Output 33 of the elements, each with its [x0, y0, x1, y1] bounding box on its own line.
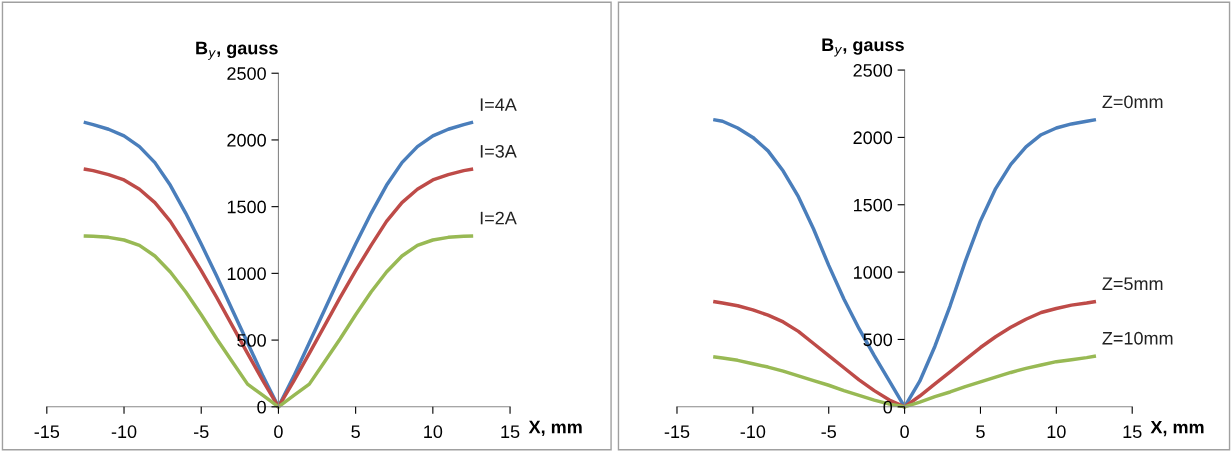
series-label: Z=5mm	[1102, 277, 1163, 291]
y-axis-title: B$_{y}$, gauss	[822, 38, 904, 57]
x-tick-label: -5	[821, 425, 836, 439]
y-tick-label: 2000	[853, 131, 893, 145]
series-label: I=2A	[480, 211, 517, 225]
x-tick-label: -10	[740, 425, 766, 439]
x-tick-label: -5	[194, 425, 209, 439]
series-label: I=3A	[480, 144, 517, 158]
y-tick-label: 1500	[854, 198, 893, 212]
x-tick-label: -10	[111, 425, 137, 439]
x-tick-label: 10	[1047, 425, 1066, 439]
x-tick-label: -15	[34, 425, 60, 439]
x-axis-title: X, mm	[1150, 420, 1204, 437]
x-tick-label: 0	[274, 425, 283, 439]
y-tick-label: 1000	[854, 266, 893, 279]
y-axis-title: B$_{y}$, gauss	[196, 41, 278, 60]
x-tick-label: 5	[351, 425, 360, 439]
x-tick-label: 5	[976, 425, 985, 439]
y-tick-label: 1500	[227, 200, 266, 214]
series-label: Z=10mm	[1102, 331, 1173, 345]
y-tick-label: 2500	[853, 63, 893, 77]
y-tick-label: 2500	[227, 67, 266, 80]
x-tick-label: 15	[501, 425, 520, 439]
y-tick-label: 1000	[227, 267, 266, 281]
x-tick-label: 0	[900, 425, 909, 439]
x-axis-title: X, mm	[528, 420, 582, 437]
series-label: Z=0mm	[1102, 95, 1163, 109]
x-tick-label: 15	[1123, 425, 1142, 439]
series-label: I=4A	[480, 98, 517, 111]
y-tick-label: 0	[257, 400, 266, 414]
y-tick-label: 2000	[227, 133, 266, 147]
x-tick-label: 10	[424, 425, 443, 439]
x-tick-label: -15	[664, 425, 690, 439]
